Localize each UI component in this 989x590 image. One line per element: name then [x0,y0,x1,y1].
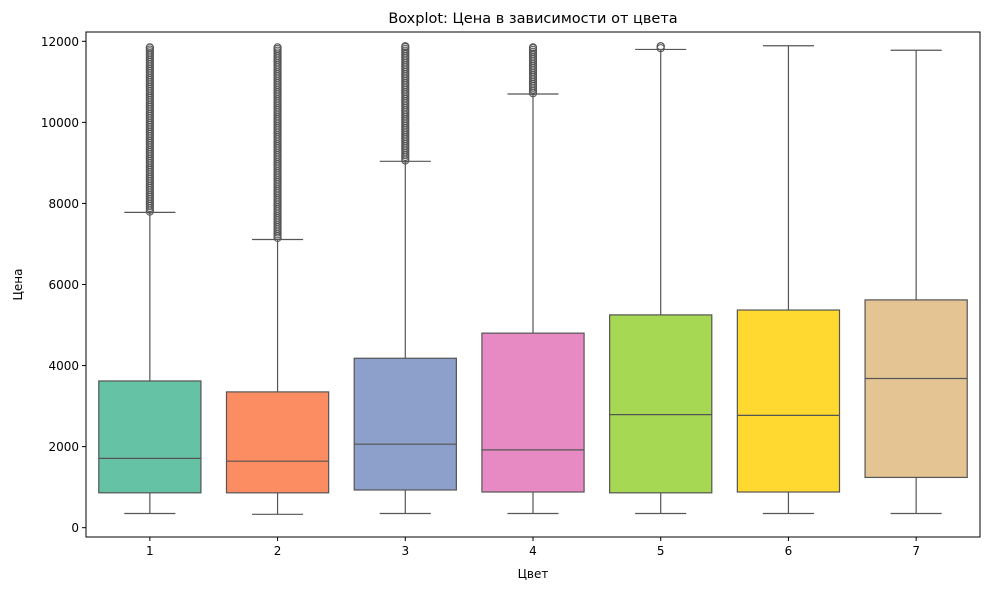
box [98,380,202,494]
y-tick-label: 6000 [48,278,79,292]
y-tick-label: 8000 [48,197,79,211]
outlier-markers [528,43,538,98]
box [736,309,841,493]
x-tick-label: 7 [912,544,920,558]
x-tick-label: 1 [146,544,154,558]
x-tick-label: 6 [785,544,793,558]
outlier-markers [273,43,282,242]
box-group-2 [225,43,330,515]
x-tick-label: 2 [274,544,282,558]
y-axis: 0 2000 4000 6000 8000 10000 12000 [41,35,86,535]
y-tick-label: 0 [71,521,79,535]
x-tick-label: 5 [657,544,665,558]
y-axis-label: Цена [11,269,25,301]
box-group-5 [609,42,713,515]
plot-area [98,42,968,515]
outlier-point [528,43,538,52]
box-group-7 [864,49,968,515]
box [481,332,585,493]
y-tick-label: 4000 [48,359,79,373]
outlier-point [401,42,410,51]
x-axis-label: Цвет [518,567,549,581]
box-group-6 [736,45,841,515]
y-tick-label: 12000 [41,35,79,49]
box [225,391,330,494]
outlier-point [145,43,154,52]
y-tick-label: 2000 [48,440,79,454]
box [609,314,713,494]
box-group-4 [481,43,585,515]
x-tick-label: 3 [401,544,409,558]
outlier-markers [145,43,154,216]
box-group-3 [353,42,457,515]
y-tick-label: 10000 [41,116,79,130]
x-tick-label: 4 [529,544,537,558]
outlier-markers [401,42,410,165]
box-group-1 [98,43,202,515]
box [864,299,968,479]
box [353,357,457,491]
outlier-point [656,42,665,51]
outlier-point [273,43,282,52]
outlier-markers [656,42,665,53]
x-axis: 1 2 3 4 5 6 7 [146,537,920,558]
chart-title: Boxplot: Цена в зависимости от цвета [388,11,677,27]
